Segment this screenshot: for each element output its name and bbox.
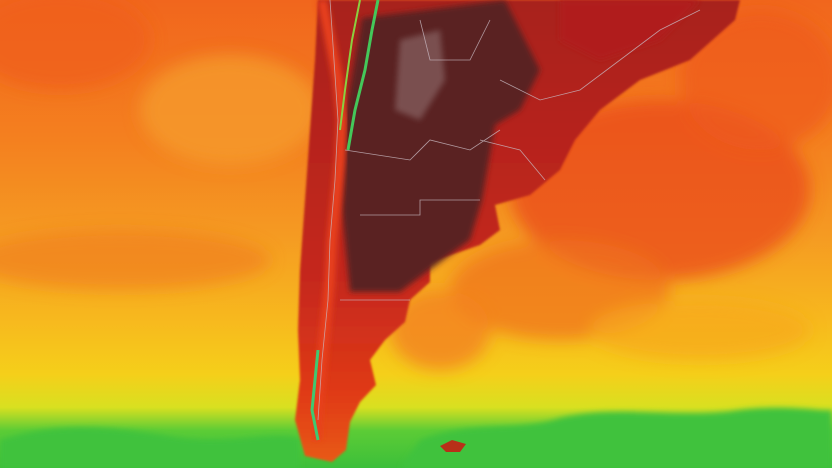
border-line xyxy=(479,139,546,181)
border-line xyxy=(317,0,339,421)
hot-zone xyxy=(560,0,700,60)
cool-band xyxy=(0,407,832,468)
hot-patch xyxy=(680,10,832,150)
border-line xyxy=(360,199,480,216)
border-line xyxy=(344,129,501,161)
heat-core xyxy=(342,0,540,292)
andes-cool-line xyxy=(310,349,320,441)
mild-patch xyxy=(590,300,810,360)
warm-patch xyxy=(0,0,150,90)
borders xyxy=(317,0,701,421)
border-line xyxy=(499,9,701,101)
heat-core-light xyxy=(395,30,445,120)
andes-cool-line xyxy=(346,0,380,151)
warm-patch xyxy=(140,55,320,165)
warm-patch xyxy=(390,290,490,370)
falkland-islands xyxy=(440,440,466,452)
warm-patch xyxy=(0,230,270,290)
ocean-patches xyxy=(0,0,832,370)
border-line xyxy=(419,19,491,61)
andes-cool-line xyxy=(339,0,361,131)
